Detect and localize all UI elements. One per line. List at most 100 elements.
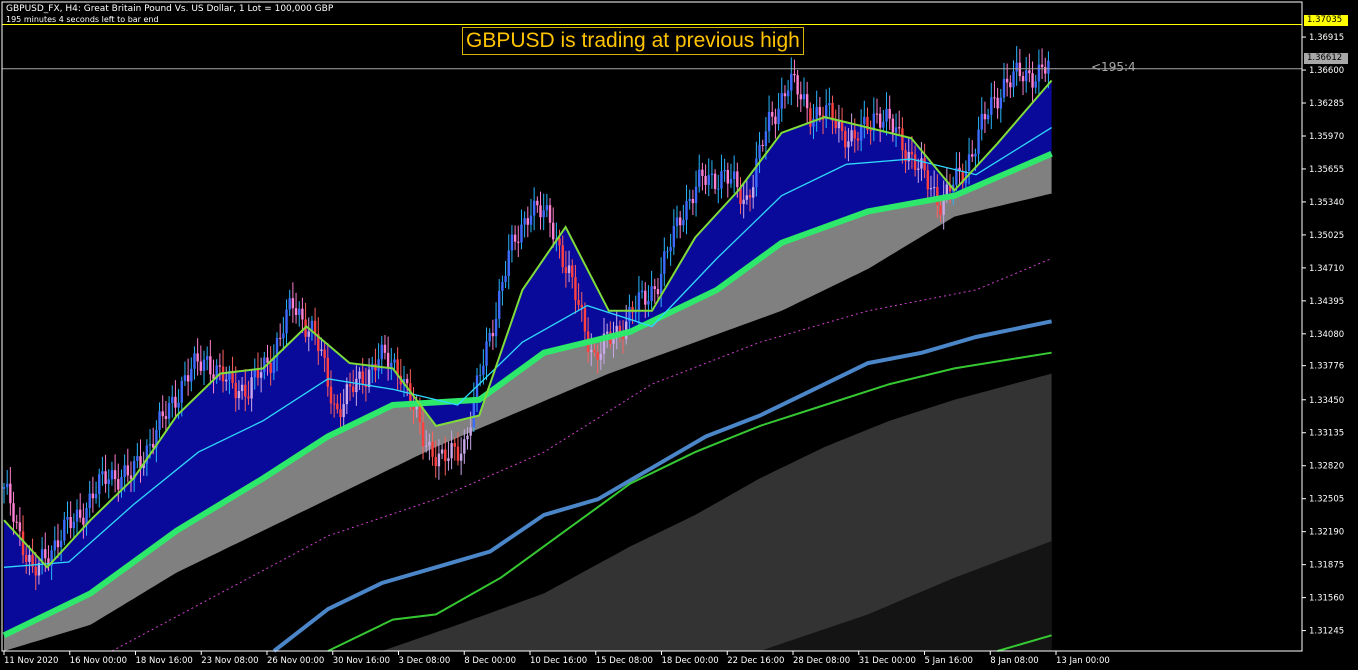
candle-body <box>850 130 853 142</box>
ema-blue-line <box>272 319 1053 653</box>
candle-body <box>672 225 676 248</box>
time-tick-label: 18 Dec 00:00 <box>662 656 719 666</box>
annotation-banner[interactable]: GBPUSD is trading at previous high <box>462 27 804 55</box>
candle-body <box>196 353 199 362</box>
candle-body <box>532 200 536 216</box>
candle-body <box>974 153 977 157</box>
candle-body <box>450 443 453 459</box>
candle-body <box>898 127 901 129</box>
candle-body <box>472 397 476 428</box>
candle-body <box>415 405 418 410</box>
candle-body <box>12 503 15 522</box>
candle-body <box>199 361 203 371</box>
price-tick-label: 1.31875 <box>1309 561 1344 571</box>
candle-body <box>755 158 758 188</box>
candle-body <box>847 141 850 148</box>
candle-body <box>250 377 253 399</box>
candle-body <box>367 369 371 387</box>
candle-body <box>447 458 450 462</box>
candle-body <box>993 97 996 99</box>
candle-body <box>729 179 733 184</box>
candle-body <box>50 550 53 566</box>
candle-body <box>656 289 660 295</box>
candle-body <box>444 449 447 462</box>
candle-body <box>275 337 279 357</box>
candle-body <box>694 186 698 204</box>
price-tick-label: 1.36600 <box>1309 66 1344 76</box>
candle-body <box>326 357 330 387</box>
candle-body <box>393 359 396 363</box>
candle-body <box>28 554 31 562</box>
candle-body <box>523 218 526 225</box>
candle-body <box>205 356 209 360</box>
candle-body <box>1012 71 1015 88</box>
candle-body <box>828 102 831 106</box>
time-tick-label: 26 Nov 00:00 <box>267 656 324 666</box>
candle-body <box>605 331 609 334</box>
candle-body <box>209 356 212 375</box>
candle-body <box>396 359 399 376</box>
time-tick-label: 13 Jan 00:00 <box>1056 656 1110 666</box>
candle-body <box>955 167 958 185</box>
candle-body <box>78 509 82 518</box>
candle-body <box>698 169 701 187</box>
candle-body <box>129 475 133 480</box>
magenta-dotted-line <box>111 258 1052 652</box>
candle-body <box>40 549 44 563</box>
candle-body <box>1005 78 1009 83</box>
candle-body <box>958 167 961 172</box>
candle-body <box>72 521 76 529</box>
candle-body <box>15 521 18 523</box>
candle-body <box>107 479 110 484</box>
time-tick-label: 23 Nov 08:00 <box>201 656 258 666</box>
time-tick-label: 31 Dec 00:00 <box>859 656 916 666</box>
candle-body <box>466 435 469 440</box>
candle-body <box>218 365 222 367</box>
candle-body <box>482 365 485 375</box>
ema-green-line <box>2 151 1053 638</box>
candle-body <box>945 184 949 195</box>
candle-body <box>301 308 304 320</box>
candle-body <box>88 493 91 509</box>
candle-body <box>145 445 149 464</box>
price-tick-label: 1.32505 <box>1309 495 1344 505</box>
candle-body <box>513 234 517 242</box>
candle-body <box>9 483 12 504</box>
candle-body <box>1028 70 1031 74</box>
candle-body <box>840 121 844 132</box>
candle-body <box>558 238 561 246</box>
candle-body <box>34 566 37 576</box>
candle-body <box>5 483 9 488</box>
candle-body <box>863 116 866 125</box>
candle-body <box>1018 62 1022 77</box>
candle-body <box>161 411 164 417</box>
candle-body <box>812 118 815 127</box>
candle-body <box>288 298 291 310</box>
candle-body <box>485 341 488 366</box>
candle-body <box>580 304 583 308</box>
candle-body <box>647 301 650 305</box>
candle-body <box>590 349 593 353</box>
candle-body <box>507 250 510 276</box>
candle-body <box>317 333 320 351</box>
candle-body <box>717 188 720 190</box>
candle-body <box>21 531 25 556</box>
candle-body <box>720 171 723 189</box>
ema-fast-line <box>3 79 1053 569</box>
candle-body <box>758 144 761 159</box>
candle-body <box>504 275 507 283</box>
candle-body <box>177 402 180 408</box>
candle-body <box>164 416 168 419</box>
candle-body <box>961 171 964 184</box>
candle-body <box>878 113 882 128</box>
bid-price-tag: 1.36612 <box>1304 53 1348 64</box>
candle-body <box>53 540 56 551</box>
candle-body <box>278 337 282 339</box>
grey-cloud <box>4 153 1052 652</box>
time-tick-label: 22 Dec 16:00 <box>727 656 784 666</box>
candle-body <box>872 113 876 131</box>
candle-body <box>47 558 50 566</box>
candle-body <box>904 150 907 162</box>
candle-body <box>364 384 368 387</box>
